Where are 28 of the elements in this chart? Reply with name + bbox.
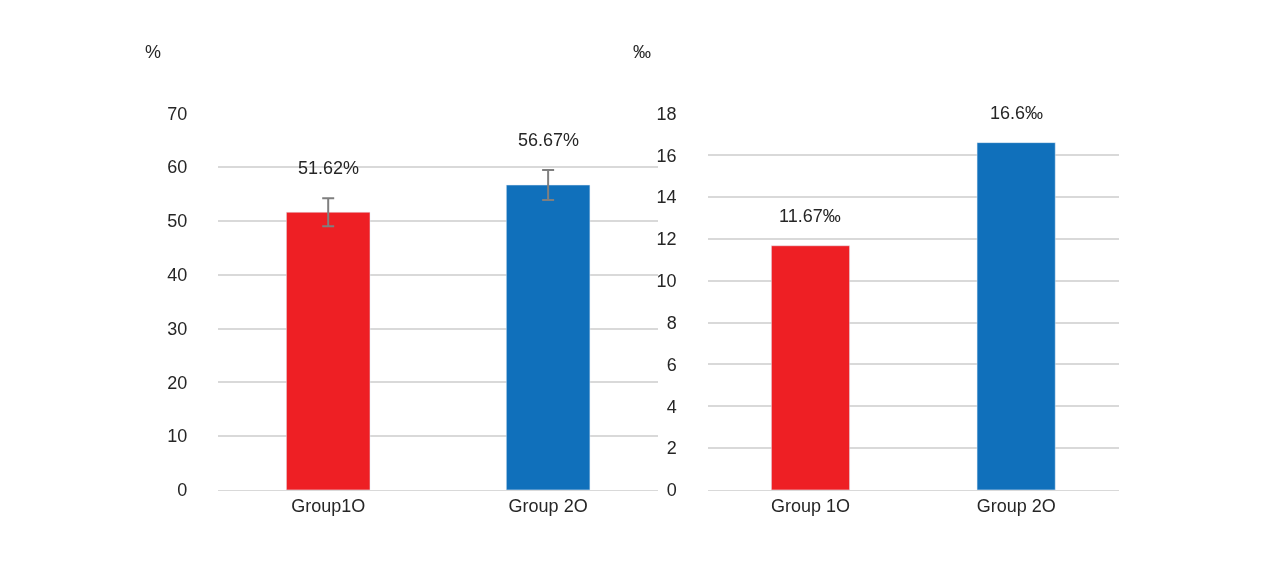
y-tick-label: 2 <box>666 438 677 459</box>
y-tick-label: 40 <box>167 265 188 286</box>
x-tick-label: Group 1O <box>770 496 851 517</box>
y-tick-label: 50 <box>167 211 188 232</box>
y-tick-label: 6 <box>666 354 677 375</box>
y-tick-label: 8 <box>666 312 677 333</box>
y-tick-label: 4 <box>666 396 677 417</box>
data-label: 51.62% <box>298 158 360 178</box>
y-tick-label: 30 <box>167 318 188 339</box>
y-tick-label: 12 <box>656 229 677 250</box>
y-axis-title: % <box>145 42 162 62</box>
data-label: 11.67‰ <box>779 206 841 226</box>
data-label: 16.6‰ <box>990 103 1044 123</box>
y-tick-label: 60 <box>167 157 188 178</box>
x-tick-label: Group 2O <box>508 496 588 517</box>
y-tick-label: 0 <box>177 480 188 501</box>
y-tick-label: 14 <box>656 187 677 208</box>
y-tick-label: 10 <box>656 271 677 291</box>
y-tick-label: 10 <box>167 426 188 447</box>
data-label: 56.67% <box>518 130 580 150</box>
x-tick-label: Group 2O <box>976 496 1056 517</box>
y-tick-label: 16 <box>656 145 677 166</box>
y-tick-label: 18 <box>656 103 677 124</box>
y-tick-label: 70 <box>167 103 188 124</box>
y-tick-label: 20 <box>167 372 188 393</box>
y-tick-label: 0 <box>666 480 677 501</box>
x-tick-label: Group1O <box>291 496 366 517</box>
y-axis-title: ‰ <box>633 42 651 62</box>
